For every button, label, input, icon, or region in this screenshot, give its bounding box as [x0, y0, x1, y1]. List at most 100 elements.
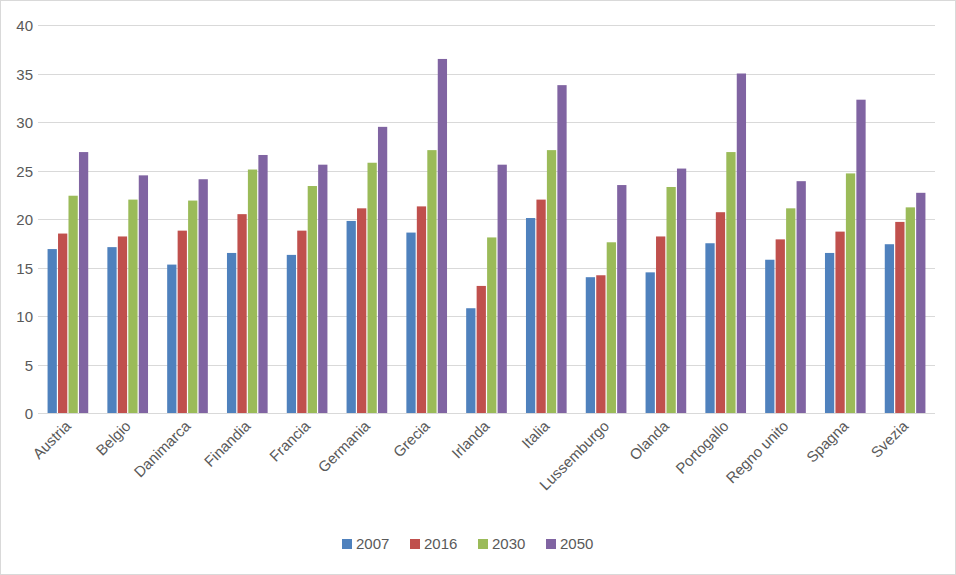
bar — [427, 150, 436, 413]
bar — [487, 237, 496, 413]
y-tick-label: 25 — [16, 163, 33, 180]
bar — [547, 150, 556, 413]
bar — [357, 208, 366, 413]
bar — [846, 173, 855, 413]
bar — [406, 233, 415, 413]
y-tick-label: 10 — [16, 308, 33, 325]
grid-line — [38, 74, 935, 75]
bar — [237, 214, 246, 413]
bar — [417, 206, 426, 413]
bar — [666, 187, 675, 413]
bar — [916, 193, 925, 413]
bar — [167, 265, 176, 413]
x-tick-label: Irlanda — [448, 417, 493, 462]
bar — [776, 239, 785, 413]
bar — [128, 200, 137, 413]
x-tick-label: Portogallo — [672, 417, 732, 477]
grid-line — [38, 413, 935, 414]
x-tick-label: Germania — [314, 417, 373, 476]
bar — [378, 127, 387, 413]
x-tick-label: Finandia — [201, 417, 254, 470]
x-tick-label: Spagna — [803, 417, 852, 466]
bar — [835, 232, 844, 413]
bar — [477, 286, 486, 413]
bar — [797, 181, 806, 413]
bar — [466, 308, 475, 413]
bar — [765, 260, 774, 413]
bar — [347, 221, 356, 413]
bar — [737, 74, 746, 414]
bar — [118, 236, 127, 413]
grid-line — [38, 171, 935, 172]
bar — [557, 85, 566, 413]
bar — [438, 59, 447, 413]
bar — [677, 169, 686, 413]
bar — [287, 255, 296, 413]
y-tick-label: 5 — [25, 357, 33, 374]
x-tick-label: Italia — [518, 417, 553, 452]
bar — [188, 201, 197, 413]
bar — [227, 253, 236, 413]
y-tick-label: 30 — [16, 114, 33, 131]
bar — [318, 165, 327, 413]
bar — [536, 200, 545, 413]
chart-container: 0 5 10 15 20 25 30 35 40 Austria BelgioDanimarcaFi… — [0, 0, 956, 575]
bar — [526, 218, 535, 413]
bar — [248, 170, 257, 413]
bar — [656, 236, 665, 413]
bar — [367, 163, 376, 413]
chart-frame — [1, 1, 956, 575]
bar — [308, 186, 317, 413]
bar — [856, 100, 865, 413]
legend-label: 2016 — [424, 535, 457, 552]
x-tick-label: Austria — [29, 417, 74, 462]
legend-label: 2050 — [560, 535, 593, 552]
bar — [178, 231, 187, 413]
bar — [895, 222, 904, 413]
y-tick-label: 0 — [25, 405, 33, 422]
grid-line — [38, 25, 935, 26]
x-axis-line — [38, 413, 935, 414]
bar — [498, 165, 507, 413]
bar — [68, 196, 77, 413]
bar — [586, 277, 595, 413]
x-tick-label: Belgio — [92, 417, 134, 459]
legend-label: 2007 — [356, 535, 389, 552]
x-tick-label: Svezia — [867, 417, 911, 461]
bar — [596, 275, 605, 413]
x-tick-label: Danimarca — [130, 417, 194, 481]
bars — [48, 59, 926, 413]
x-tick-label: Grecia — [390, 417, 434, 461]
bar — [716, 212, 725, 413]
x-tick-label: Olanda — [626, 417, 673, 464]
grid-line — [38, 122, 935, 123]
legend-label: 2030 — [492, 535, 525, 552]
x-tick-label: Lussemburgo — [536, 417, 612, 493]
bar — [139, 175, 148, 413]
legend: 2007 2016 2030 2050 — [342, 535, 593, 552]
bar — [607, 242, 616, 413]
legend-swatch — [546, 539, 556, 549]
bar — [906, 207, 915, 413]
bar — [786, 208, 795, 413]
bar — [107, 247, 116, 413]
x-tick-label: Regno unito — [722, 417, 791, 486]
bar — [199, 179, 208, 413]
bar — [79, 152, 88, 413]
bar — [297, 231, 306, 413]
bar — [885, 244, 894, 413]
bar — [726, 152, 735, 413]
bar — [58, 234, 67, 413]
bar — [705, 243, 714, 413]
y-tick-label: 15 — [16, 260, 33, 277]
legend-swatch — [410, 539, 420, 549]
y-tick-label: 40 — [16, 17, 33, 34]
bar — [48, 249, 57, 413]
y-tick-label: 35 — [16, 66, 33, 83]
bar — [825, 253, 834, 413]
chart-svg: 0 5 10 15 20 25 30 35 40 Austria BelgioDanimarcaFi… — [0, 0, 956, 575]
y-tick-label: 20 — [16, 211, 33, 228]
bar — [258, 155, 267, 413]
legend-swatch — [342, 539, 352, 549]
bar — [617, 185, 626, 413]
